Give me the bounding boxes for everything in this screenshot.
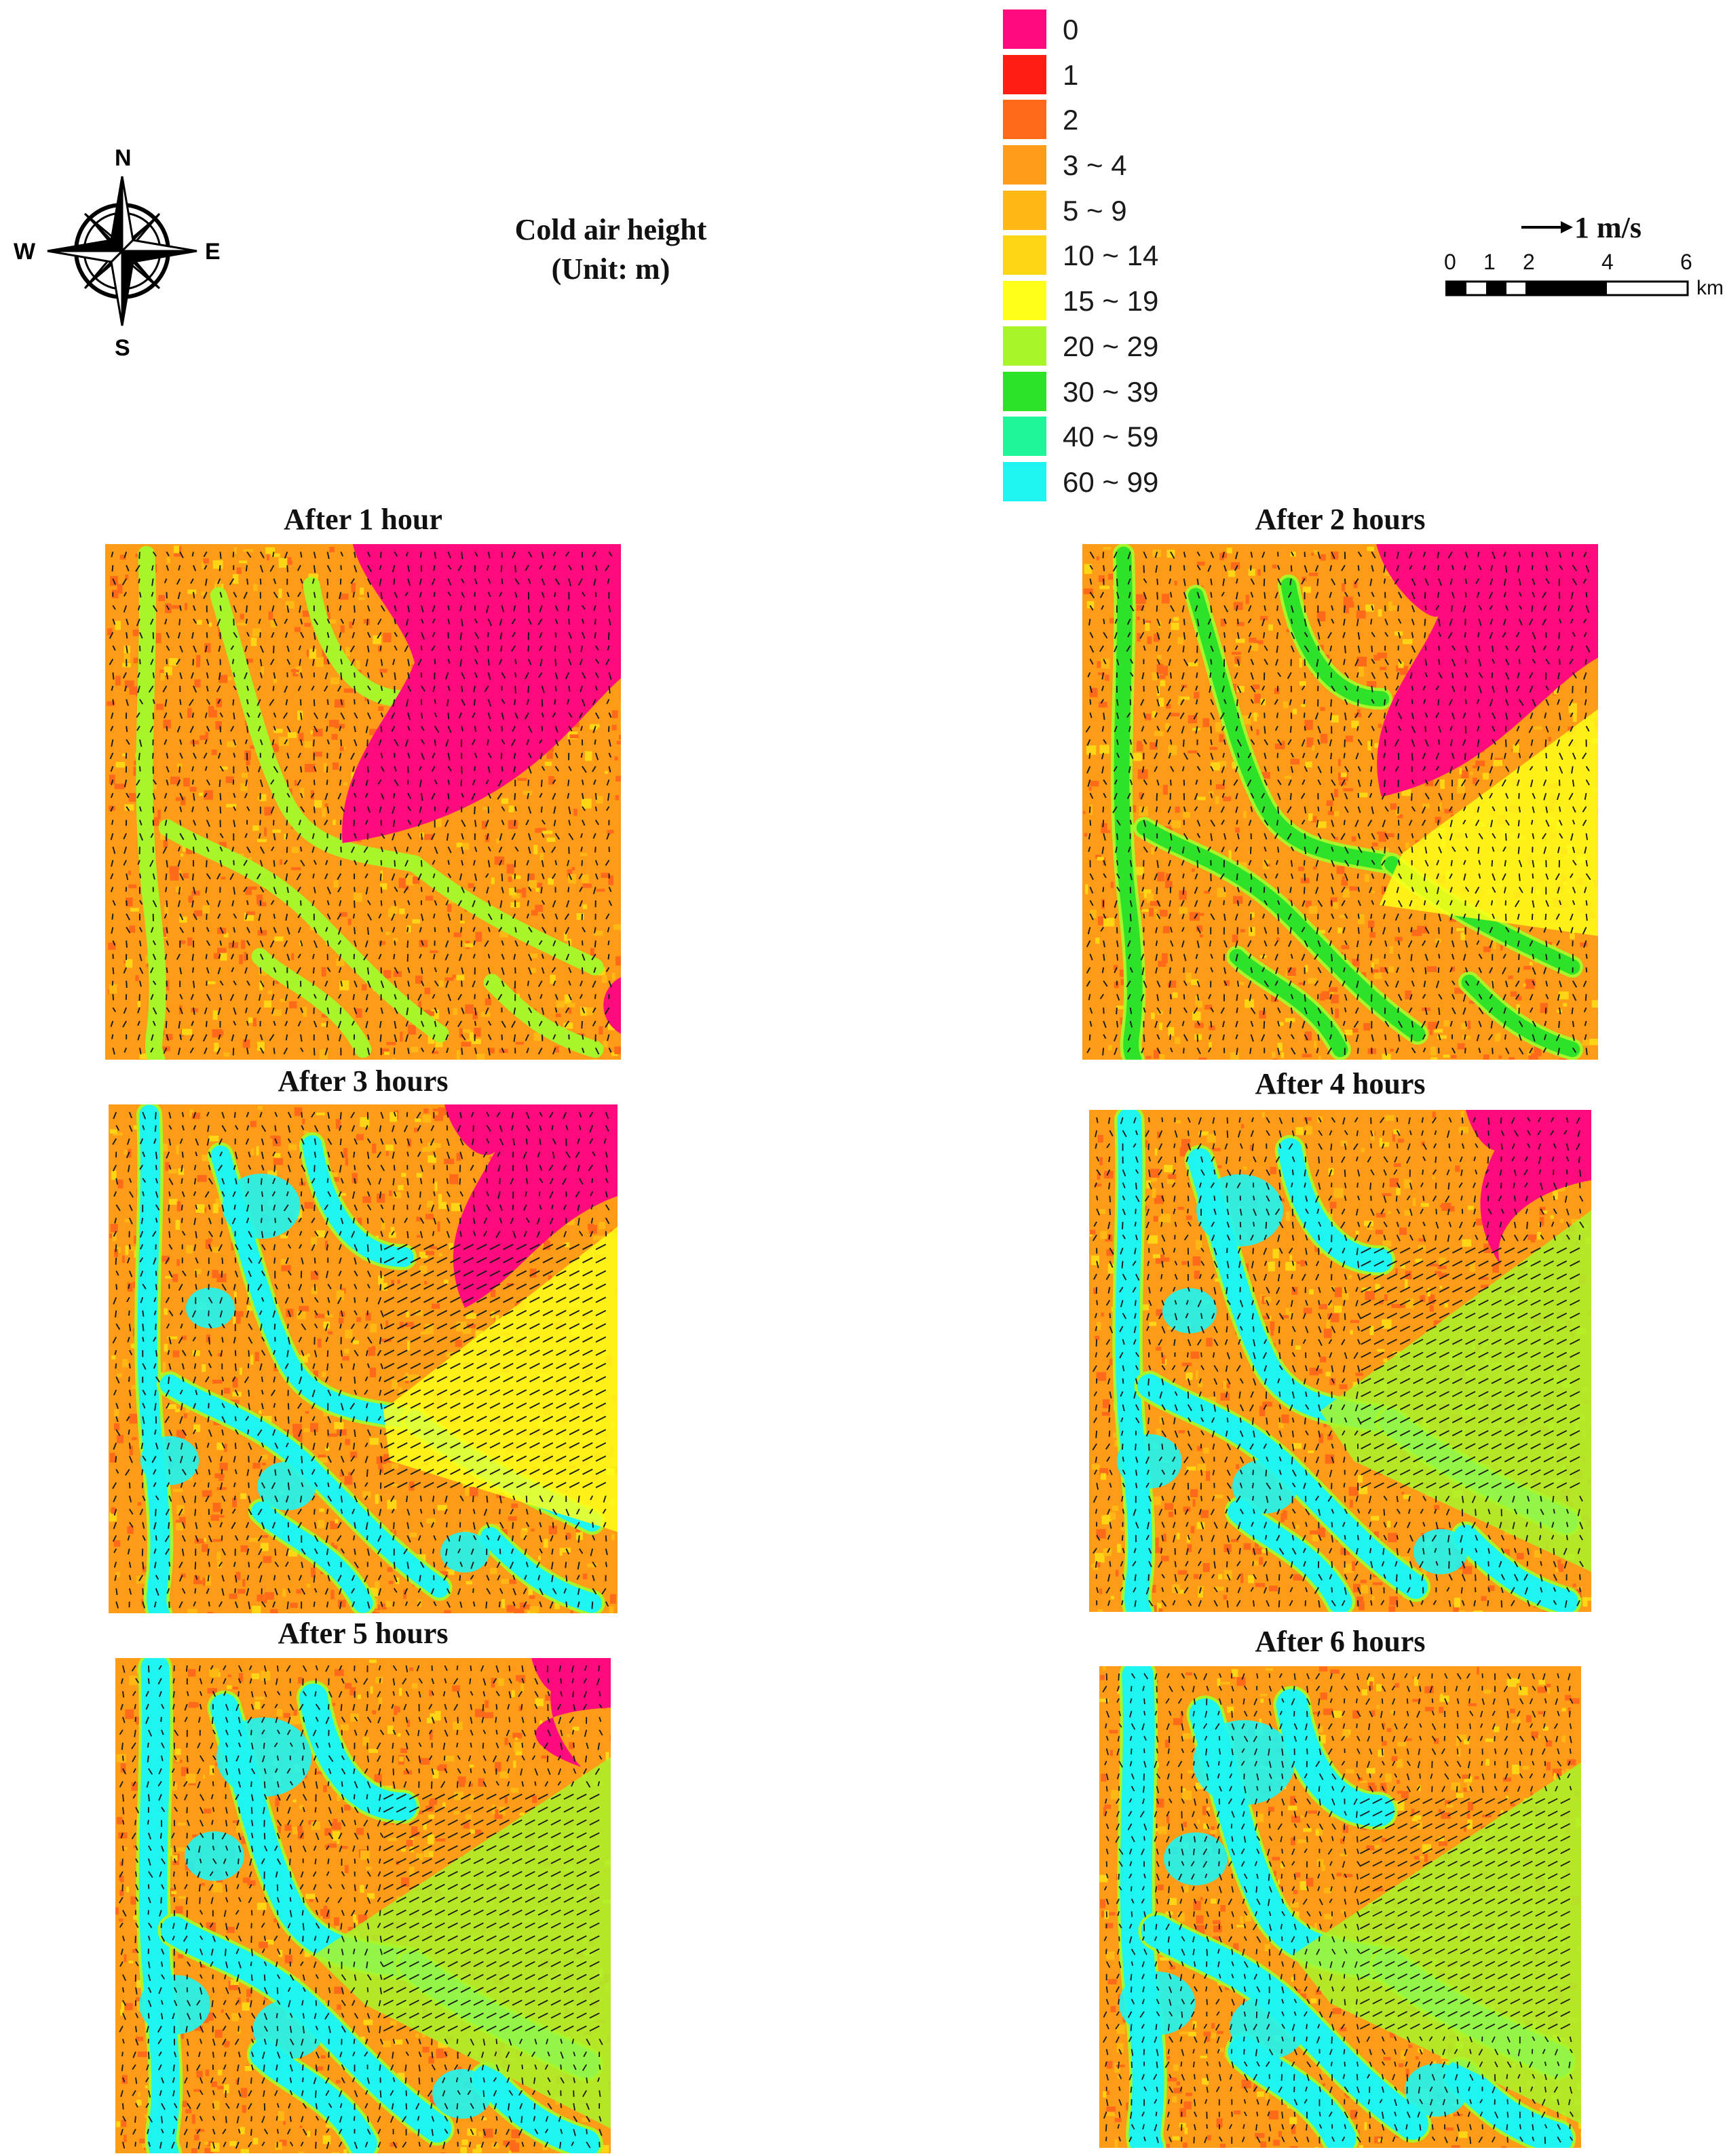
legend-swatch bbox=[1003, 417, 1046, 457]
map-panel-3h: After 3 hours bbox=[105, 1064, 621, 1620]
legend-swatch bbox=[1003, 371, 1046, 411]
title-line-2: (Unit: m) bbox=[551, 252, 670, 286]
panel-title: After 5 hours bbox=[278, 1617, 449, 1650]
legend-swatch bbox=[1003, 461, 1046, 501]
scale-tick-6: 6 bbox=[1680, 250, 1692, 274]
map-panel-6h: After 6 hours bbox=[1096, 1624, 1584, 2153]
vector-arrow-icon bbox=[1521, 221, 1573, 233]
legend-swatch bbox=[1003, 190, 1046, 230]
legend-swatch bbox=[1003, 100, 1046, 140]
legend-label: 15 ~ 19 bbox=[1063, 285, 1159, 317]
compass-rose-icon: N S E W bbox=[14, 145, 221, 361]
title-line-1: Cold air height bbox=[514, 213, 707, 246]
legend-label: 3 ~ 4 bbox=[1063, 149, 1127, 182]
map-panel-1h: After 1 hour bbox=[102, 502, 624, 1065]
map-panel-5h: After 5 hours bbox=[112, 1616, 614, 2153]
map-title: Cold air height (Unit: m) bbox=[475, 210, 746, 289]
distance-scale-bar bbox=[1445, 280, 1689, 296]
scale-tick-1: 1 bbox=[1483, 250, 1496, 274]
cold-air-map bbox=[109, 1104, 618, 1613]
panel-title: After 1 hour bbox=[284, 503, 442, 536]
legend-label: 0 bbox=[1063, 14, 1079, 45]
map-panel-4h: After 4 hours bbox=[1086, 1066, 1595, 1616]
scale-tick-4: 4 bbox=[1601, 250, 1614, 274]
legend-label: 30 ~ 39 bbox=[1063, 375, 1159, 408]
legend-label: 10 ~ 14 bbox=[1063, 239, 1159, 272]
legend-swatch bbox=[1003, 9, 1046, 49]
compass-south-label: S bbox=[115, 335, 130, 361]
legend-label: 2 bbox=[1063, 104, 1079, 136]
map-panel-2h: After 2 hours bbox=[1079, 502, 1601, 1065]
legend-label: 5 ~ 9 bbox=[1063, 194, 1127, 227]
scale-tick-0: 0 bbox=[1444, 250, 1456, 274]
cold-air-map bbox=[1089, 1110, 1591, 1612]
legend-swatch bbox=[1003, 326, 1046, 366]
cold-air-map bbox=[115, 1658, 611, 2153]
scale-block: 1 m/s 0 1 2 4 6 km bbox=[1432, 204, 1724, 312]
vector-scale-label: 1 m/s bbox=[1574, 211, 1641, 244]
scale-tick-2: 2 bbox=[1523, 250, 1535, 274]
legend-label: 40 ~ 59 bbox=[1063, 421, 1159, 453]
compass-west-label: W bbox=[14, 239, 36, 265]
legend-swatch bbox=[1003, 235, 1046, 275]
compass-east-label: E bbox=[205, 239, 221, 265]
panel-title: After 2 hours bbox=[1255, 503, 1426, 536]
cold-air-map bbox=[105, 544, 621, 1060]
legend-label: 20 ~ 29 bbox=[1063, 330, 1159, 362]
legend-swatch bbox=[1003, 54, 1046, 94]
legend-label: 1 bbox=[1063, 58, 1079, 91]
cold-air-map bbox=[1099, 1666, 1581, 2148]
legend-label: 60 ~ 99 bbox=[1063, 465, 1159, 498]
legend-swatch bbox=[1003, 281, 1046, 321]
compass-north-label: N bbox=[115, 145, 132, 171]
panel-title: After 6 hours bbox=[1255, 1625, 1426, 1658]
scale-unit-label: km bbox=[1696, 277, 1724, 299]
cold-air-map bbox=[1082, 544, 1598, 1060]
panel-title: After 3 hours bbox=[278, 1064, 449, 1098]
panel-title: After 4 hours bbox=[1255, 1067, 1426, 1100]
legend-swatch bbox=[1003, 145, 1046, 185]
